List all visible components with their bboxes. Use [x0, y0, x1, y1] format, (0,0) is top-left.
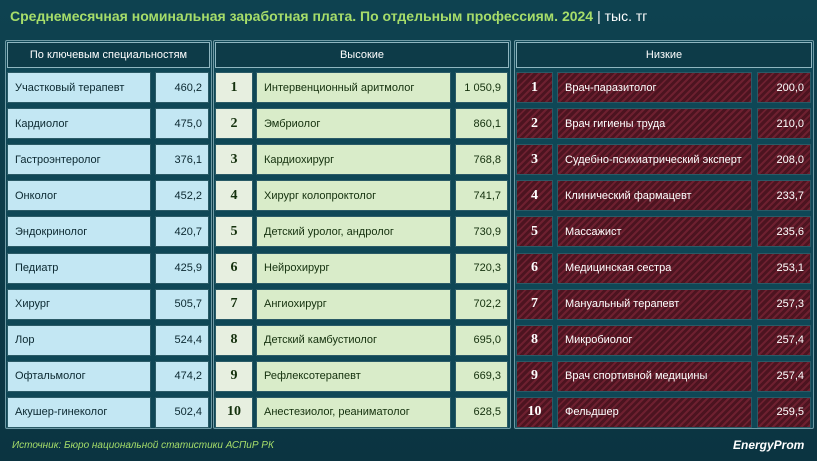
- salary: 460,2: [155, 72, 209, 103]
- rank: 4: [516, 180, 553, 212]
- profession: Анестезиолог, реаниматолог: [256, 396, 451, 428]
- rank: 9: [215, 360, 253, 392]
- profession: Медицинская сестра: [557, 252, 752, 284]
- salary: 502,4: [155, 396, 209, 428]
- panel-heading: Низкие: [516, 42, 812, 68]
- rank: 10: [516, 396, 553, 428]
- salary: 235,6: [757, 216, 811, 248]
- salary: 474,2: [155, 360, 209, 392]
- salary: 257,3: [757, 288, 811, 320]
- salary: 1 050,9: [455, 72, 508, 103]
- specialty: Кардиолог: [7, 108, 151, 140]
- salary: 257,4: [757, 360, 811, 392]
- profession: Эмбриолог: [256, 108, 451, 140]
- rank: 3: [215, 144, 253, 176]
- title: Среднемесячная номинальная заработная пл…: [10, 8, 594, 24]
- profession: Микробиолог: [557, 324, 752, 356]
- rank: 10: [215, 396, 253, 428]
- rank: 6: [215, 252, 253, 284]
- profession: Мануальный терапевт: [557, 288, 752, 320]
- profession: Кардиохирург: [256, 144, 451, 176]
- salary: 257,4: [757, 324, 811, 356]
- rank: 1: [215, 72, 253, 103]
- profession: Интервенционный аритмолог: [256, 72, 451, 103]
- salary: 695,0: [455, 324, 508, 356]
- salary: 208,0: [757, 144, 811, 176]
- salary: 253,1: [757, 252, 811, 284]
- specialty: Онколог: [7, 180, 151, 212]
- salary: 259,5: [757, 396, 811, 428]
- profession: Ангиохирург: [256, 288, 451, 320]
- rank: 1: [516, 72, 553, 103]
- salary: 669,3: [455, 360, 508, 392]
- profession: Детский уролог, андролог: [256, 216, 451, 248]
- salary: 730,9: [455, 216, 508, 248]
- specialty: Акушер-гинеколог: [7, 396, 151, 428]
- rank: 7: [215, 288, 253, 320]
- profession: Детский камбустиолог: [256, 324, 451, 356]
- rank: 2: [516, 108, 553, 140]
- profession: Врач-паразитолог: [557, 72, 752, 103]
- profession: Судебно-психиатрический эксперт: [557, 144, 752, 176]
- unit: | тыс. тг: [597, 8, 648, 24]
- salary: 702,2: [455, 288, 508, 320]
- rank: 8: [215, 324, 253, 356]
- panel-heading: Высокие: [215, 42, 509, 68]
- rank: 9: [516, 360, 553, 392]
- rank: 5: [215, 216, 253, 248]
- profession: Нейрохирург: [256, 252, 451, 284]
- specialty: Эндокринолог: [7, 216, 151, 248]
- rank: 6: [516, 252, 553, 284]
- salary: 741,7: [455, 180, 508, 212]
- rank: 4: [215, 180, 253, 212]
- salary: 376,1: [155, 144, 209, 176]
- profession: Хирург колопроктолог: [256, 180, 451, 212]
- rank: 2: [215, 108, 253, 140]
- rank: 3: [516, 144, 553, 176]
- salary: 210,0: [757, 108, 811, 140]
- specialty: Офтальмолог: [7, 360, 151, 392]
- salary: 452,2: [155, 180, 209, 212]
- rank: 7: [516, 288, 553, 320]
- rank: 5: [516, 216, 553, 248]
- profession: Фельдшер: [557, 396, 752, 428]
- logo: EnergyProm: [733, 438, 805, 452]
- profession: Врач спортивной медицины: [557, 360, 752, 392]
- profession: Рефлексотерапевт: [256, 360, 451, 392]
- salary: 475,0: [155, 108, 209, 140]
- salary: 720,3: [455, 252, 508, 284]
- specialty: Гастроэнтеролог: [7, 144, 151, 176]
- profession: Клинический фармацевт: [557, 180, 752, 212]
- title-block: Среднемесячная номинальная заработная пл…: [10, 8, 647, 24]
- profession: Массажист: [557, 216, 752, 248]
- salary: 860,1: [455, 108, 508, 140]
- salary: 200,0: [757, 72, 811, 103]
- specialty: Участковый терапевт: [7, 72, 151, 103]
- salary: 425,9: [155, 252, 209, 284]
- salary: 505,7: [155, 288, 209, 320]
- specialty: Педиатр: [7, 252, 151, 284]
- specialty: Хирург: [7, 288, 151, 320]
- salary: 628,5: [455, 396, 508, 428]
- panel-heading: По ключевым специальностям: [7, 42, 210, 68]
- salary: 768,8: [455, 144, 508, 176]
- salary: 524,4: [155, 324, 209, 356]
- salary: 420,7: [155, 216, 209, 248]
- salary: 233,7: [757, 180, 811, 212]
- profession: Врач гигиены труда: [557, 108, 752, 140]
- specialty: Лор: [7, 324, 151, 356]
- rank: 8: [516, 324, 553, 356]
- source: Источник: Бюро национальной статистики А…: [12, 440, 274, 451]
